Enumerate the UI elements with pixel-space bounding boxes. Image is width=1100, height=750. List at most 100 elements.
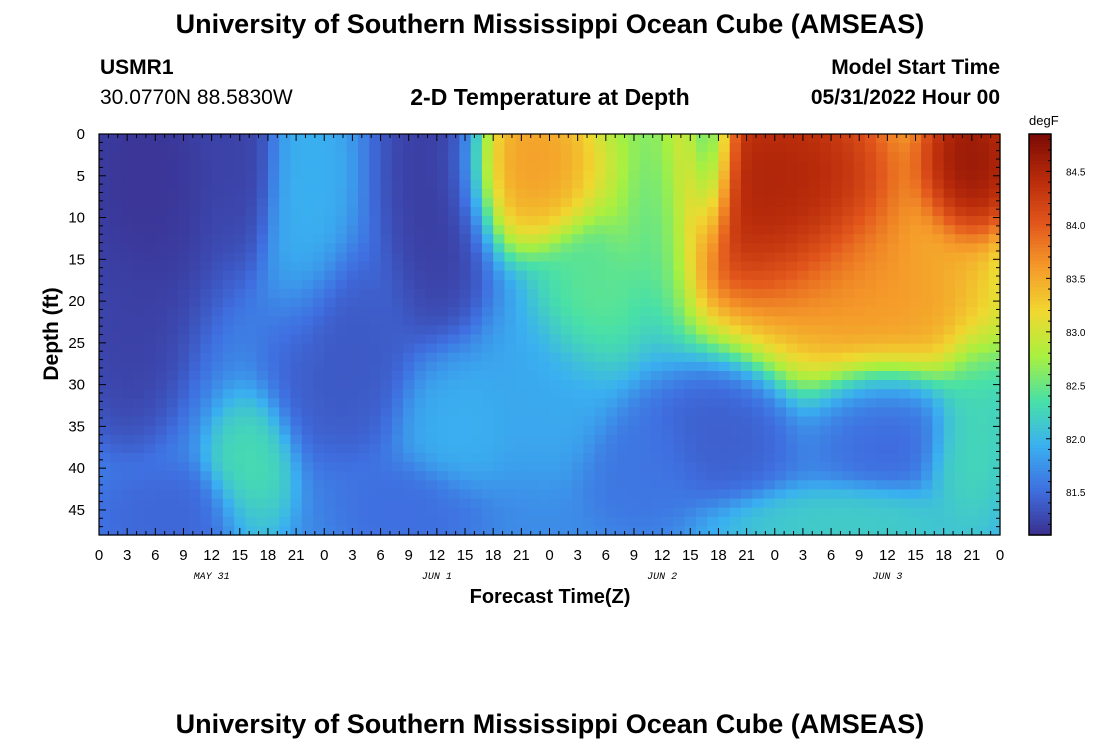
heatmap-cell [177, 243, 190, 254]
heatmap-cell [256, 480, 269, 491]
heatmap-cell [887, 452, 900, 463]
heatmap-cell [583, 206, 596, 217]
heatmap-cell [842, 398, 855, 409]
heatmap-cell [954, 234, 967, 244]
heatmap-cell [977, 389, 990, 399]
heatmap-cell [650, 352, 663, 363]
heatmap-cell [448, 143, 460, 153]
heatmap-cell [312, 152, 325, 162]
heatmap-cell [132, 416, 145, 427]
heatmap-cell [358, 170, 370, 181]
heatmap-cell [752, 380, 765, 390]
heatmap-cell [538, 498, 551, 509]
heatmap-cell [403, 197, 415, 208]
heatmap-cell [493, 407, 506, 418]
heatmap-cell [560, 343, 573, 354]
heatmap-cell [177, 225, 190, 235]
heatmap-cell [380, 179, 393, 190]
heatmap-cell [932, 161, 945, 172]
heatmap-cell [853, 288, 866, 299]
x-tick-label: 3 [573, 547, 581, 564]
heatmap-cell [774, 288, 787, 299]
heatmap-cell [988, 416, 1001, 427]
heatmap-cell [110, 225, 123, 235]
heatmap-cell [650, 161, 663, 172]
heatmap-cell [414, 462, 427, 472]
heatmap-cell [932, 298, 945, 308]
heatmap-cell [797, 270, 810, 281]
heatmap-cell [921, 298, 934, 308]
heatmap-cell [943, 270, 956, 281]
heatmap-cell [650, 425, 663, 436]
heatmap-cell [774, 279, 787, 290]
heatmap-cell [876, 261, 888, 272]
colorbar-tick-label: 82.5 [1066, 381, 1086, 392]
heatmap-cell [144, 507, 156, 518]
heatmap-cell [515, 416, 528, 427]
heatmap-cell [425, 143, 438, 153]
heatmap-cell [864, 261, 877, 272]
heatmap-cell [234, 507, 247, 518]
heatmap-cell [583, 389, 596, 399]
heatmap-cell [718, 498, 731, 509]
heatmap-cell [200, 462, 213, 472]
heatmap-cell [639, 197, 652, 208]
heatmap-cell [470, 389, 483, 399]
heatmap-cell [414, 489, 427, 500]
heatmap-cell [290, 288, 303, 299]
heatmap-cell [200, 216, 213, 226]
heatmap-cell [403, 361, 415, 372]
heatmap-cell [391, 152, 404, 162]
page-title: University of Southern Mississippi Ocean… [175, 9, 925, 39]
heatmap-cell [988, 298, 1001, 308]
heatmap-cell [493, 489, 506, 500]
heatmap-cell [774, 170, 787, 181]
heatmap-cell [324, 279, 337, 290]
heatmap-cell [876, 407, 888, 418]
heatmap-cell [729, 334, 742, 345]
heatmap-cell [639, 452, 652, 463]
heatmap-cell [211, 270, 224, 281]
heatmap-cell [335, 143, 348, 153]
heatmap-cell [549, 298, 562, 308]
heatmap-cell [617, 197, 629, 208]
heatmap-cell [887, 389, 900, 399]
heatmap-cell [718, 398, 731, 409]
heatmap-cell [403, 261, 415, 272]
heatmap-cell [358, 380, 370, 390]
heatmap-cell [121, 143, 134, 153]
colorbar-tick-label: 83.5 [1066, 274, 1086, 285]
heatmap-cell [290, 316, 303, 326]
heatmap-cell [786, 307, 798, 317]
heatmap-cell [335, 225, 348, 235]
heatmap-cell [301, 498, 314, 509]
heatmap-cell [650, 443, 663, 454]
heatmap-cell [831, 279, 843, 290]
heatmap-cell [267, 179, 280, 190]
heatmap-cell [335, 279, 348, 290]
heatmap-cell [504, 389, 517, 399]
heatmap-cell [245, 370, 258, 381]
heatmap-cell [673, 462, 686, 472]
heatmap-cell [391, 143, 404, 153]
heatmap-cell [256, 389, 269, 399]
heatmap-cell [358, 471, 370, 481]
heatmap-cell [538, 252, 551, 263]
heatmap-cell [673, 443, 686, 454]
x-tick-label: 18 [260, 547, 277, 564]
heatmap-cell [876, 462, 888, 472]
heatmap-cell [403, 389, 415, 399]
heatmap-cell [695, 316, 708, 326]
heatmap-cell [301, 252, 314, 263]
heatmap-cell [605, 416, 618, 427]
heatmap-cell [605, 452, 618, 463]
heatmap-cell [177, 161, 190, 172]
heatmap-cell [515, 462, 528, 472]
heatmap-cell [166, 343, 179, 354]
heatmap-cell [943, 307, 956, 317]
heatmap-cell [684, 170, 697, 181]
heatmap-cell [876, 270, 888, 281]
heatmap-cell [808, 252, 821, 263]
heatmap-cell [358, 152, 370, 162]
heatmap-cell [470, 480, 483, 491]
